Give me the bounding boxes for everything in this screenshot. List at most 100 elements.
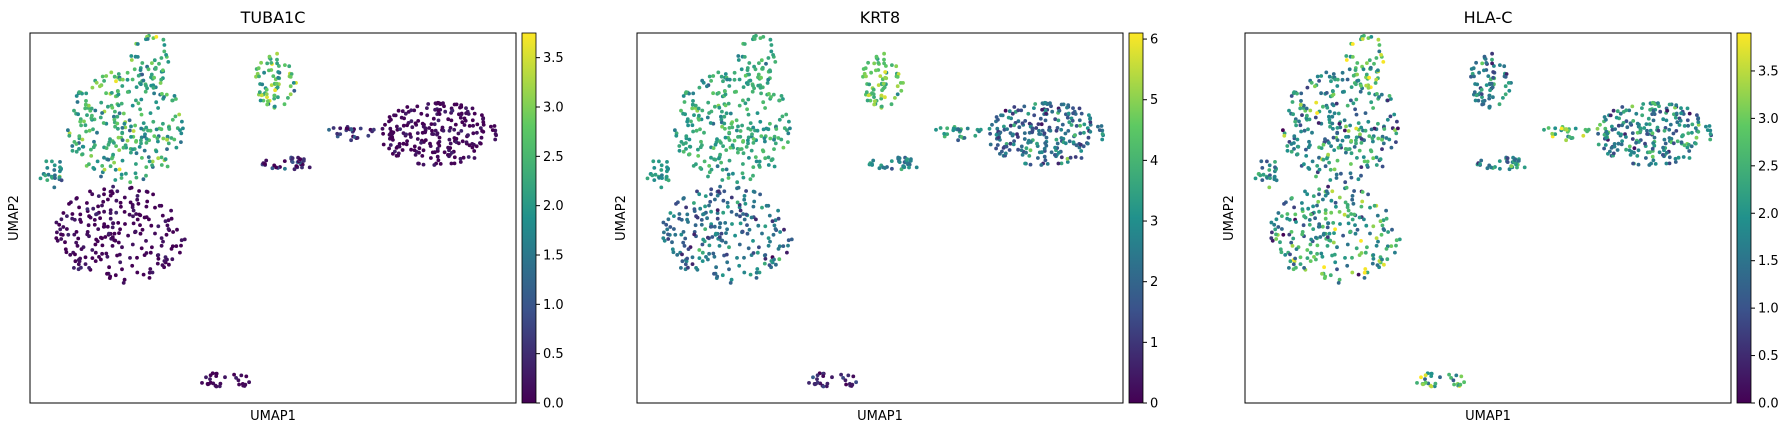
data-point (1305, 85, 1310, 90)
data-point (127, 128, 132, 133)
data-point (772, 137, 776, 142)
data-point (756, 72, 761, 77)
colorbar-tick-label: 6 (1150, 33, 1158, 48)
data-point (102, 192, 106, 197)
data-point (137, 189, 142, 193)
data-point (109, 189, 114, 194)
data-point (866, 60, 870, 65)
data-point (1595, 126, 1600, 131)
data-point (706, 235, 710, 240)
data-point (388, 143, 393, 147)
data-point (645, 176, 650, 181)
data-point (1370, 136, 1375, 141)
data-point (1362, 217, 1366, 222)
data-point (997, 131, 1002, 136)
data-point (685, 256, 689, 261)
data-point (122, 210, 127, 214)
data-point (1458, 382, 1463, 387)
data-point (149, 72, 154, 77)
data-point (699, 139, 703, 144)
data-point (769, 49, 774, 54)
data-point (146, 67, 151, 72)
data-point (934, 127, 938, 132)
data-point (106, 157, 111, 162)
data-point (898, 81, 903, 85)
data-point (704, 255, 708, 259)
data-point (84, 91, 89, 96)
data-point (1503, 92, 1508, 97)
data-point (1361, 67, 1366, 72)
data-point (659, 168, 664, 172)
data-point (413, 153, 418, 157)
data-point (165, 223, 170, 228)
data-point (1487, 96, 1492, 101)
data-point (746, 112, 751, 117)
data-point (1042, 146, 1047, 151)
data-point (1349, 151, 1354, 156)
data-point (1620, 139, 1624, 144)
data-point (1497, 102, 1502, 107)
colorbar: 0.00.51.01.52.02.53.03.5 (1736, 32, 1779, 412)
data-point (1380, 164, 1385, 169)
data-point (1261, 172, 1266, 177)
data-point (722, 121, 727, 126)
data-point (709, 155, 713, 160)
data-point (1342, 212, 1347, 217)
data-point (1032, 106, 1036, 110)
data-point (1610, 124, 1614, 129)
data-point (70, 212, 75, 216)
data-point (830, 375, 834, 380)
colorbar-tick-label: 0.5 (543, 347, 564, 362)
data-point (1317, 155, 1321, 160)
data-point (1077, 106, 1082, 111)
data-point (711, 91, 715, 96)
data-point (119, 204, 123, 209)
data-point (761, 127, 766, 132)
data-point (1389, 97, 1393, 101)
data-point (740, 171, 745, 176)
data-point (179, 238, 184, 243)
y-axis-label: UMAP2 (614, 195, 629, 241)
data-point (79, 220, 83, 224)
colorbar-tick-label: 1.0 (1758, 302, 1779, 317)
data-point (232, 372, 237, 377)
data-point (1459, 374, 1464, 379)
data-point (994, 115, 999, 119)
data-point (493, 137, 498, 142)
data-point (717, 225, 722, 230)
data-point (1370, 261, 1375, 266)
data-point (759, 91, 763, 96)
data-point (707, 203, 711, 208)
data-point (85, 207, 90, 212)
data-point (1298, 123, 1303, 128)
data-point (90, 85, 95, 90)
data-point (50, 159, 54, 164)
data-point (1498, 166, 1502, 171)
data-point (1300, 232, 1305, 237)
data-point (1306, 127, 1310, 132)
data-point (430, 132, 434, 136)
data-point (90, 248, 95, 252)
data-point (679, 108, 683, 113)
data-point (751, 125, 756, 130)
x-axis-label: UMAP1 (857, 409, 903, 424)
data-point (757, 270, 762, 275)
data-point (38, 176, 43, 181)
data-point (110, 105, 115, 110)
data-point (766, 77, 771, 82)
data-point (1613, 127, 1617, 131)
data-point (768, 37, 773, 42)
data-point (956, 127, 960, 131)
data-point (129, 58, 134, 62)
data-point (1319, 146, 1324, 151)
data-point (1323, 137, 1327, 142)
data-point (108, 208, 113, 213)
data-point (1484, 83, 1489, 87)
data-point (1042, 131, 1047, 136)
data-point (714, 265, 718, 270)
data-point (144, 251, 149, 255)
data-point (1335, 245, 1339, 250)
data-point (1705, 128, 1710, 133)
data-point (112, 141, 116, 145)
